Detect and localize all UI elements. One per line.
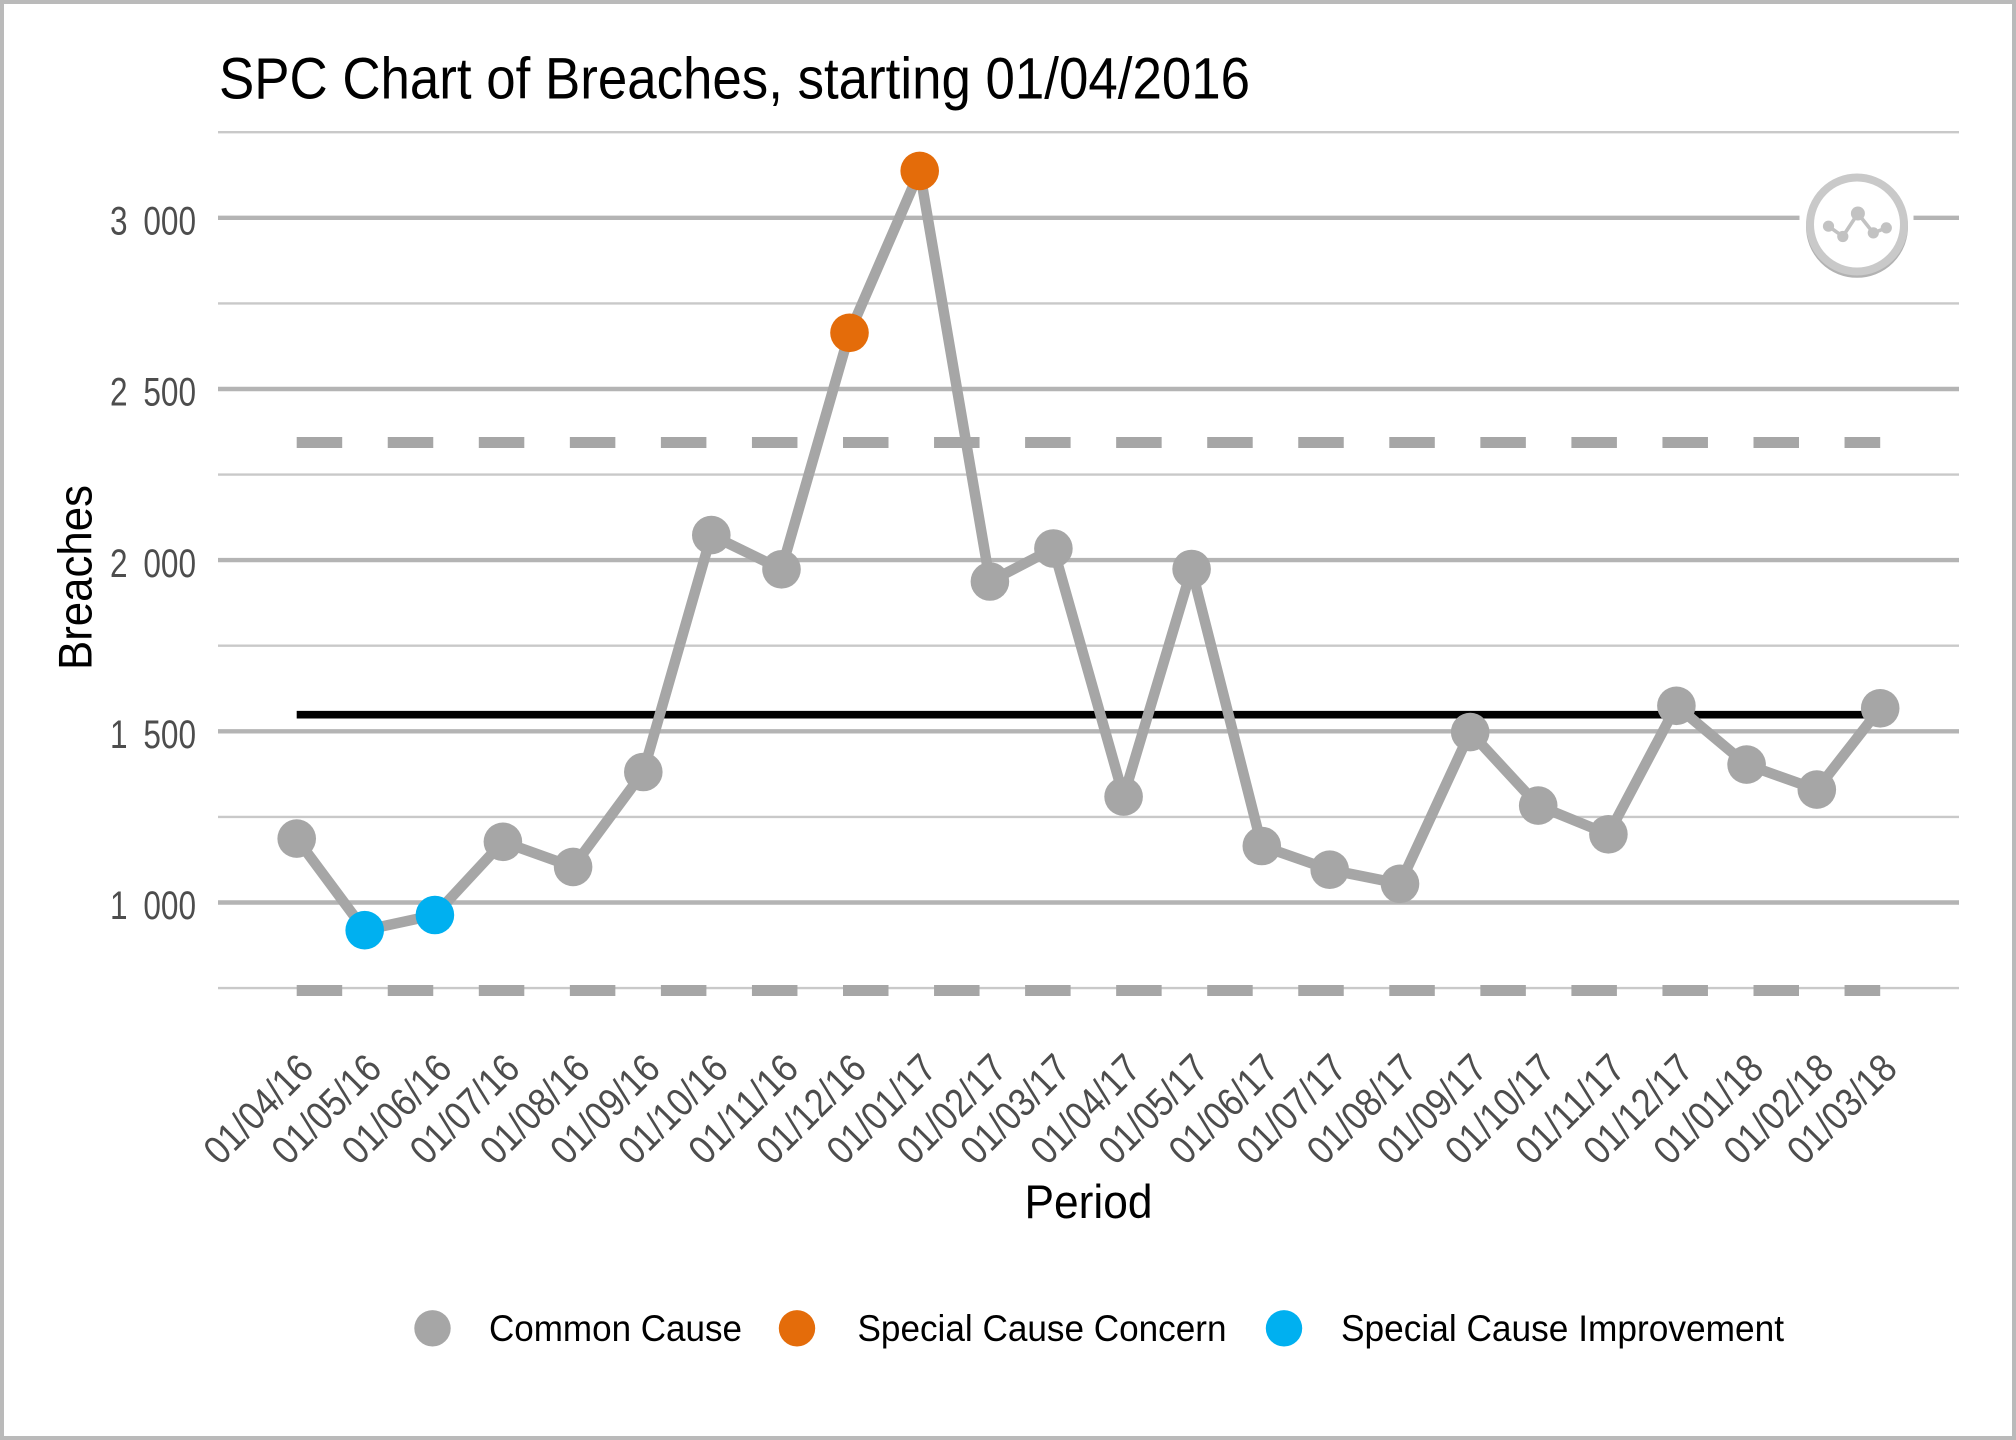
svg-text:Period: Period bbox=[1025, 1176, 1153, 1229]
svg-text:1 500: 1 500 bbox=[110, 713, 196, 757]
svg-text:Special Cause Improvement: Special Cause Improvement bbox=[1341, 1308, 1785, 1349]
svg-text:3 000: 3 000 bbox=[110, 200, 196, 244]
svg-text:Special Cause Concern: Special Cause Concern bbox=[858, 1308, 1227, 1349]
svg-text:Common Cause: Common Cause bbox=[489, 1308, 742, 1349]
svg-text:2 000: 2 000 bbox=[110, 542, 196, 586]
svg-text:1 000: 1 000 bbox=[110, 884, 196, 928]
svg-text:SPC Chart of Breaches, startin: SPC Chart of Breaches, starting 01/04/20… bbox=[219, 47, 1250, 112]
svg-text:2 500: 2 500 bbox=[110, 371, 196, 415]
svg-text:Breaches: Breaches bbox=[50, 485, 103, 670]
